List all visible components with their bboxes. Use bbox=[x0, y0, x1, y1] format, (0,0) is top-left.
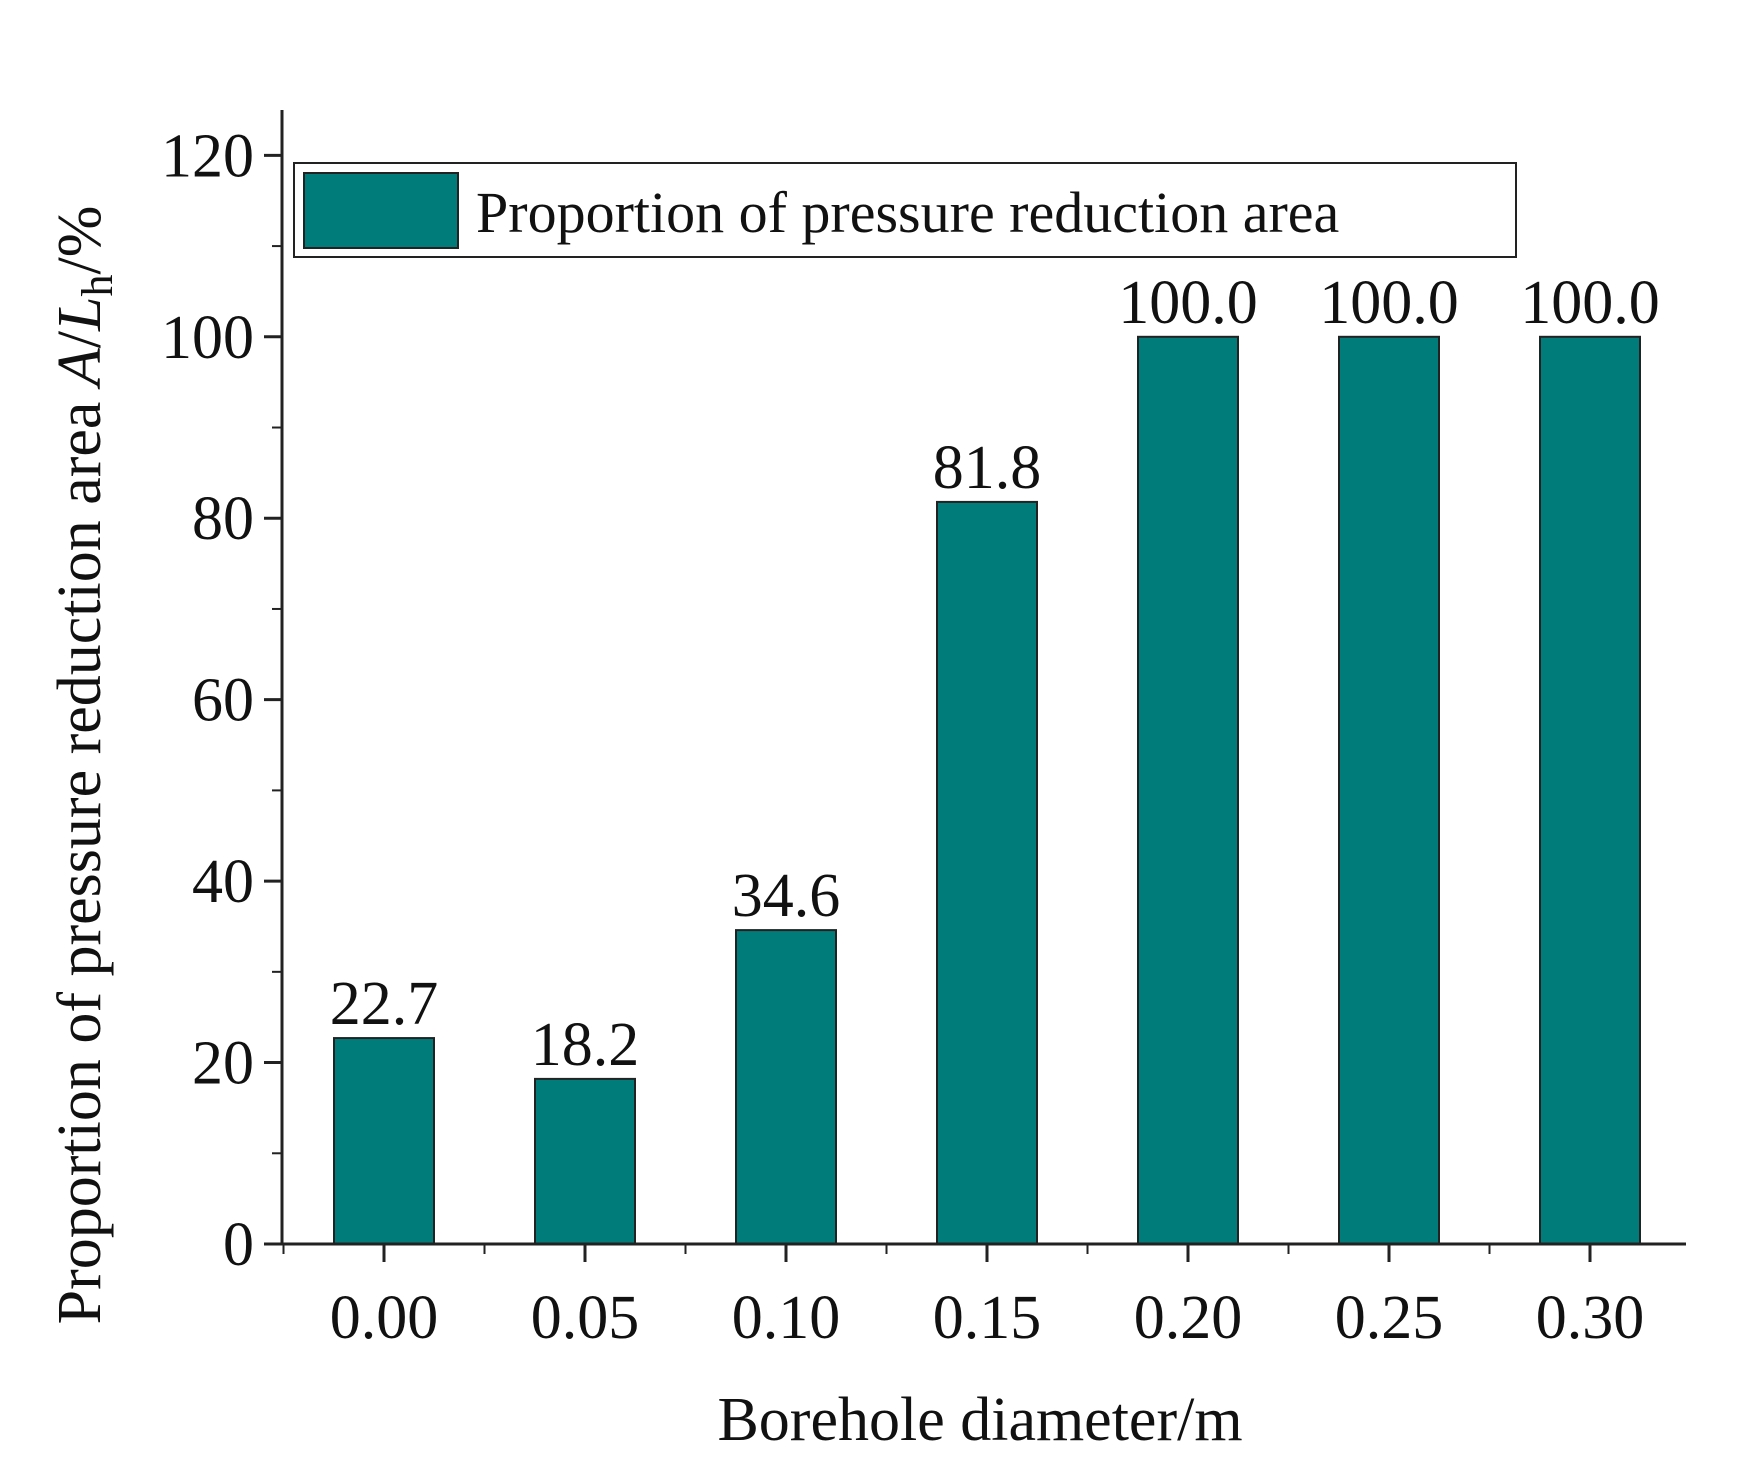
y-tick-label-20: 20 bbox=[192, 1030, 254, 1098]
bar-0.25 bbox=[1338, 335, 1440, 1245]
y-axis-title-suffix: /% bbox=[46, 206, 114, 275]
y-axis-title-subscript: h bbox=[73, 274, 122, 296]
data-label-0.00: 22.7 bbox=[330, 970, 439, 1038]
x-tick-label-0.10: 0.10 bbox=[732, 1284, 841, 1352]
x-tick-label-0.30: 0.30 bbox=[1536, 1284, 1645, 1352]
legend: Proportion of pressure reduction area bbox=[293, 162, 1517, 258]
y-tick-label-40: 40 bbox=[192, 848, 254, 916]
data-label-0.15: 81.8 bbox=[933, 434, 1042, 502]
labels-layer: 22.7 18.2 34.6 81.8 100.0 100.0 100.0 bbox=[330, 269, 1660, 1079]
y-axis-title-var-l: L bbox=[46, 296, 114, 331]
y-axis-title-slash: / bbox=[46, 330, 114, 348]
bar-0.15 bbox=[936, 500, 1038, 1245]
legend-swatch bbox=[303, 172, 459, 249]
x-tick-label-0.00: 0.00 bbox=[330, 1284, 439, 1352]
x-axis-title: Borehole diameter/m bbox=[717, 1386, 1242, 1454]
y-axis-title-var-a: A bbox=[46, 347, 114, 390]
data-label-0.10: 34.6 bbox=[732, 862, 841, 930]
bar-0.00 bbox=[333, 1037, 435, 1245]
axes-layer: 0 20 40 60 80 100 120 0.00 0.05 0.10 0.15 0.20 0.25 0… bbox=[161, 110, 1686, 1352]
y-tick-label-120: 120 bbox=[161, 122, 254, 190]
legend-box bbox=[293, 162, 1517, 258]
bars-layer bbox=[333, 335, 1641, 1246]
legend-label: Proportion of pressure reduction area bbox=[476, 180, 1339, 245]
x-tick-label-0.25: 0.25 bbox=[1335, 1284, 1444, 1352]
y-axis-title-prefix: Proportion of pressure reduction area bbox=[46, 386, 114, 1324]
y-axis-title: Proportion of pressure reduction area A/… bbox=[46, 206, 122, 1325]
bar-0.05 bbox=[534, 1077, 636, 1246]
bar-0.30 bbox=[1539, 335, 1641, 1245]
x-tick-label-0.20: 0.20 bbox=[1134, 1284, 1243, 1352]
y-tick-label-80: 80 bbox=[192, 485, 254, 553]
data-label-0.25: 100.0 bbox=[1319, 269, 1459, 337]
bar-0.10 bbox=[735, 929, 837, 1246]
data-label-0.05: 18.2 bbox=[531, 1011, 640, 1079]
y-tick-label-0: 0 bbox=[223, 1211, 254, 1279]
x-tick-label-0.15: 0.15 bbox=[933, 1284, 1042, 1352]
data-label-0.30: 100.0 bbox=[1520, 269, 1660, 337]
bar-0.20 bbox=[1137, 335, 1239, 1245]
data-label-0.20: 100.0 bbox=[1118, 269, 1258, 337]
y-tick-label-100: 100 bbox=[161, 304, 254, 372]
x-tick-label-0.05: 0.05 bbox=[531, 1284, 640, 1352]
y-tick-label-60: 60 bbox=[192, 667, 254, 735]
